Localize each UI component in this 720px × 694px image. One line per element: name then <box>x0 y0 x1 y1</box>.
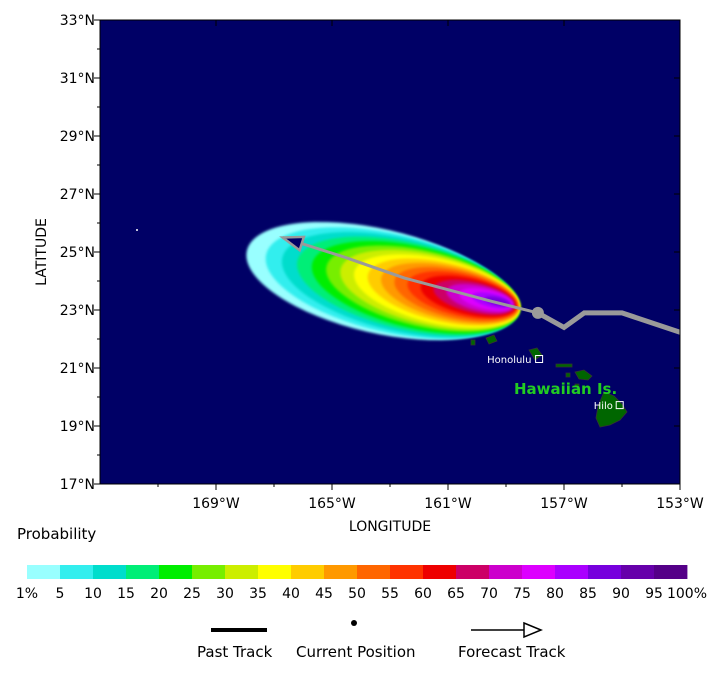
niihau-island <box>470 339 476 346</box>
legend-label-2: 10 <box>84 586 102 602</box>
legend-swatch-3 <box>126 565 160 579</box>
legend-label-11: 55 <box>381 586 399 602</box>
legend-label-16: 80 <box>546 586 564 602</box>
lat-tick-label: 31°N <box>60 71 95 87</box>
legend-label-5: 25 <box>183 586 201 602</box>
legend-label-1: 5 <box>56 586 65 602</box>
legend-label-19: 95 <box>645 586 663 602</box>
map-axes: 33°N 31°N 29°N 27°N 25°N 23°N 21°N 19°N 17°N 169°… <box>34 13 704 535</box>
y-axis-title: LATITUDE <box>34 218 50 286</box>
molokai-island <box>555 363 573 368</box>
legend-label-0: 1% <box>16 586 38 602</box>
legend-swatch-0 <box>27 565 61 579</box>
forecast-track-line <box>282 236 539 315</box>
legend-label-3: 15 <box>117 586 135 602</box>
lanai-island <box>565 372 571 378</box>
legend-label-4: 20 <box>150 586 168 602</box>
lat-tick-label: 29°N <box>60 129 95 145</box>
past-track-label: Past Track <box>197 643 273 661</box>
legend-label-7: 35 <box>249 586 267 602</box>
place-label-0: Honolulu <box>487 355 531 366</box>
place-label-1: Hilo <box>594 401 613 412</box>
lat-tick-label: 33°N <box>60 13 95 29</box>
legend-swatch-13 <box>456 565 490 579</box>
legend-label-6: 30 <box>216 586 234 602</box>
legend-swatch-16 <box>555 565 589 579</box>
legend-label-13: 65 <box>447 586 465 602</box>
lat-tick-label: 21°N <box>60 361 95 377</box>
current-position-key-dot <box>351 620 357 626</box>
legend-swatch-8 <box>291 565 325 579</box>
lat-tick-label: 25°N <box>60 245 95 261</box>
legend-title: Probability <box>17 525 97 543</box>
probability-color-bar: 1% 5 10 15 20 25 30 35 40 45 50 55 60 65 70 75 80 85 90 95 1… <box>16 565 707 602</box>
legend-swatch-1 <box>60 565 94 579</box>
region-label: Hawaiian Is. <box>514 380 617 398</box>
legend-label-14: 70 <box>480 586 498 602</box>
lat-tick-label: 19°N <box>60 419 95 435</box>
legend-swatch-5 <box>192 565 226 579</box>
legend-swatch-2 <box>93 565 127 579</box>
legend-swatch-17 <box>588 565 622 579</box>
lat-tick-label: 17°N <box>60 477 95 493</box>
legend-label-15: 75 <box>513 586 531 602</box>
legend-label-20: 100% <box>667 586 707 602</box>
legend-label-17: 85 <box>579 586 597 602</box>
place-marker <box>615 401 624 410</box>
legend-swatch-18 <box>621 565 655 579</box>
x-axis-title: LONGITUDE <box>349 519 431 535</box>
legend-label-12: 60 <box>414 586 432 602</box>
forecast-track-key-arrow <box>523 621 543 639</box>
legend-swatch-15 <box>522 565 556 579</box>
lat-tick-label: 23°N <box>60 303 95 319</box>
kahoolawe-island <box>574 383 580 388</box>
forecast-track-arrowhead <box>279 235 306 253</box>
legend-label-9: 45 <box>315 586 333 602</box>
legend-swatch-12 <box>423 565 457 579</box>
past-track-line <box>536 310 680 335</box>
maui-island <box>574 369 593 381</box>
current-position-marker <box>531 306 544 319</box>
map-labels: Honolulu Hilo Hawaiian Is. <box>487 355 624 412</box>
forecast-track-label: Forecast Track <box>458 643 566 661</box>
legend-swatch-7 <box>258 565 292 579</box>
current-position-label: Current Position <box>296 643 416 661</box>
lon-tick-label: 157°W <box>540 496 588 512</box>
lon-tick-label: 153°W <box>656 496 704 512</box>
hawaii-island <box>595 391 628 428</box>
legend-swatch-6 <box>225 565 259 579</box>
lon-tick-label: 165°W <box>308 496 356 512</box>
storm-tracks <box>136 229 680 335</box>
legend-swatch-4 <box>159 565 193 579</box>
legend-swatch-14 <box>489 565 523 579</box>
legend-label-18: 90 <box>612 586 630 602</box>
place-marker <box>535 355 544 363</box>
legend-swatch-9 <box>324 565 358 579</box>
legend-swatch-10 <box>357 565 391 579</box>
track-legend-keys <box>211 620 543 639</box>
lon-tick-label: 169°W <box>192 496 240 512</box>
legend-swatch-11 <box>390 565 424 579</box>
small-speck <box>136 229 138 231</box>
lat-tick-label: 27°N <box>60 187 95 203</box>
legend-label-8: 40 <box>282 586 300 602</box>
legend-label-10: 50 <box>348 586 366 602</box>
legend-swatch-19 <box>654 565 688 579</box>
lon-tick-label: 161°W <box>424 496 472 512</box>
kauai-island <box>485 334 498 345</box>
